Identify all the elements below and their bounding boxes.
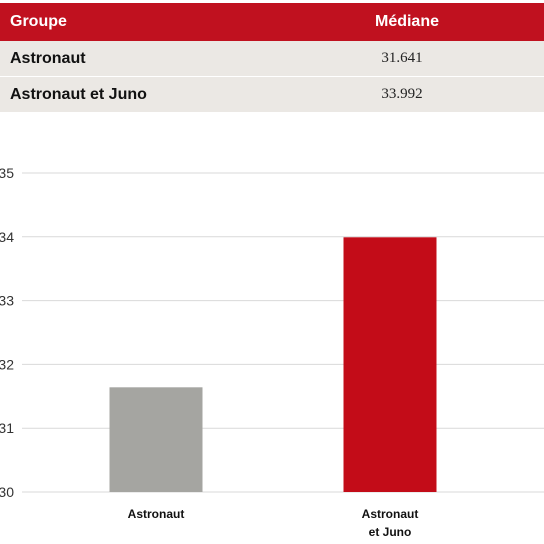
y-tick-label: 34 — [0, 229, 14, 245]
y-tick-label: 32 — [0, 356, 14, 372]
x-category-label: et Juno — [369, 525, 412, 539]
column-header-median: Médiane — [374, 13, 439, 30]
column-header-group: Groupe — [10, 13, 67, 30]
bar — [109, 387, 203, 492]
median-table: Groupe Médiane Astronaut 31.641 Astronau… — [0, 3, 544, 113]
table-row: Astronaut et Juno 33.992 — [0, 77, 544, 113]
table-header-row: Groupe Médiane — [0, 3, 544, 41]
x-category-label: Astronaut — [362, 507, 419, 521]
x-category-label: Astronaut — [128, 507, 185, 521]
median-bar-chart: 30 31 32 33 34 35 Astronaut Astronaut et Juno — [0, 150, 544, 544]
bar — [343, 237, 437, 492]
table-cell-median: 31.641 — [381, 50, 423, 66]
table-cell-median: 33.992 — [381, 86, 423, 102]
chart-canvas: 30 31 32 33 34 35 Astronaut Astronaut et Juno — [0, 165, 544, 539]
y-tick-label: 35 — [0, 165, 14, 181]
table-row: Astronaut 31.641 — [0, 41, 544, 77]
y-tick-label: 31 — [0, 420, 14, 436]
y-tick-label: 33 — [0, 293, 14, 309]
table-cell-group: Astronaut — [10, 49, 86, 67]
table-cell-group: Astronaut et Juno — [10, 85, 147, 103]
y-tick-label: 30 — [0, 484, 14, 500]
